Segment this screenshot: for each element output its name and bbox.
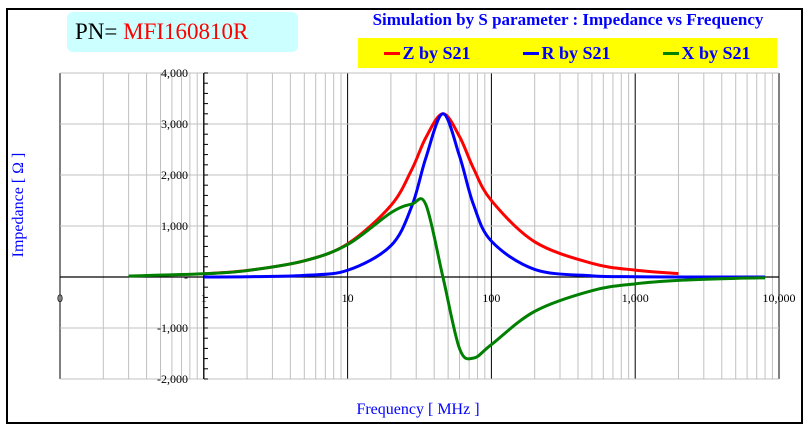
legend-swatch-x (663, 51, 680, 55)
legend-item-z: Z by S21 (384, 42, 471, 64)
chart-title: Simulation by S parameter : Impedance vs… (372, 10, 764, 29)
x-tick-label: 10,000 (763, 291, 796, 305)
legend-item-x: X by S21 (663, 42, 751, 64)
pn-label: PN= (75, 19, 118, 44)
x-tick-label: 10 (342, 291, 354, 305)
x-tick-label: 1,000 (622, 291, 649, 305)
y-tick-label: 3,000 (161, 117, 188, 131)
legend-swatch-r (523, 51, 540, 55)
pn-value: MFI160810R (123, 19, 249, 44)
y-axis-label: Impedance [ Ω ] (10, 153, 27, 258)
legend: Z by S21 R by S21 X by S21 (358, 38, 777, 68)
legend-item-r: R by S21 (523, 42, 611, 64)
x-tick-label: 1 (201, 291, 207, 305)
y-tick-label: 1,000 (161, 219, 188, 233)
series-line-r (203, 112, 766, 279)
legend-label-r: R by S21 (541, 42, 611, 63)
part-number-box: PN= MFI160810R (67, 12, 298, 52)
y-tick-label: 2,000 (161, 168, 188, 182)
y-tick-label: 4,000 (161, 66, 188, 80)
x-tick-label: 0 (57, 291, 63, 305)
legend-swatch-z (384, 51, 401, 55)
chart-frame (6, 8, 803, 424)
y-tick-label: -1,000 (157, 321, 188, 335)
x-tick-label: 100 (482, 291, 500, 305)
legend-label-z: Z by S21 (402, 42, 471, 63)
series-line-z (203, 112, 679, 276)
legend-label-x: X by S21 (681, 42, 751, 63)
x-axis-label: Frequency [ MHz ] (356, 401, 479, 418)
y-tick-label: -2,000 (157, 372, 188, 386)
series-line-x (128, 197, 766, 361)
y-tick-label: - (184, 270, 188, 284)
